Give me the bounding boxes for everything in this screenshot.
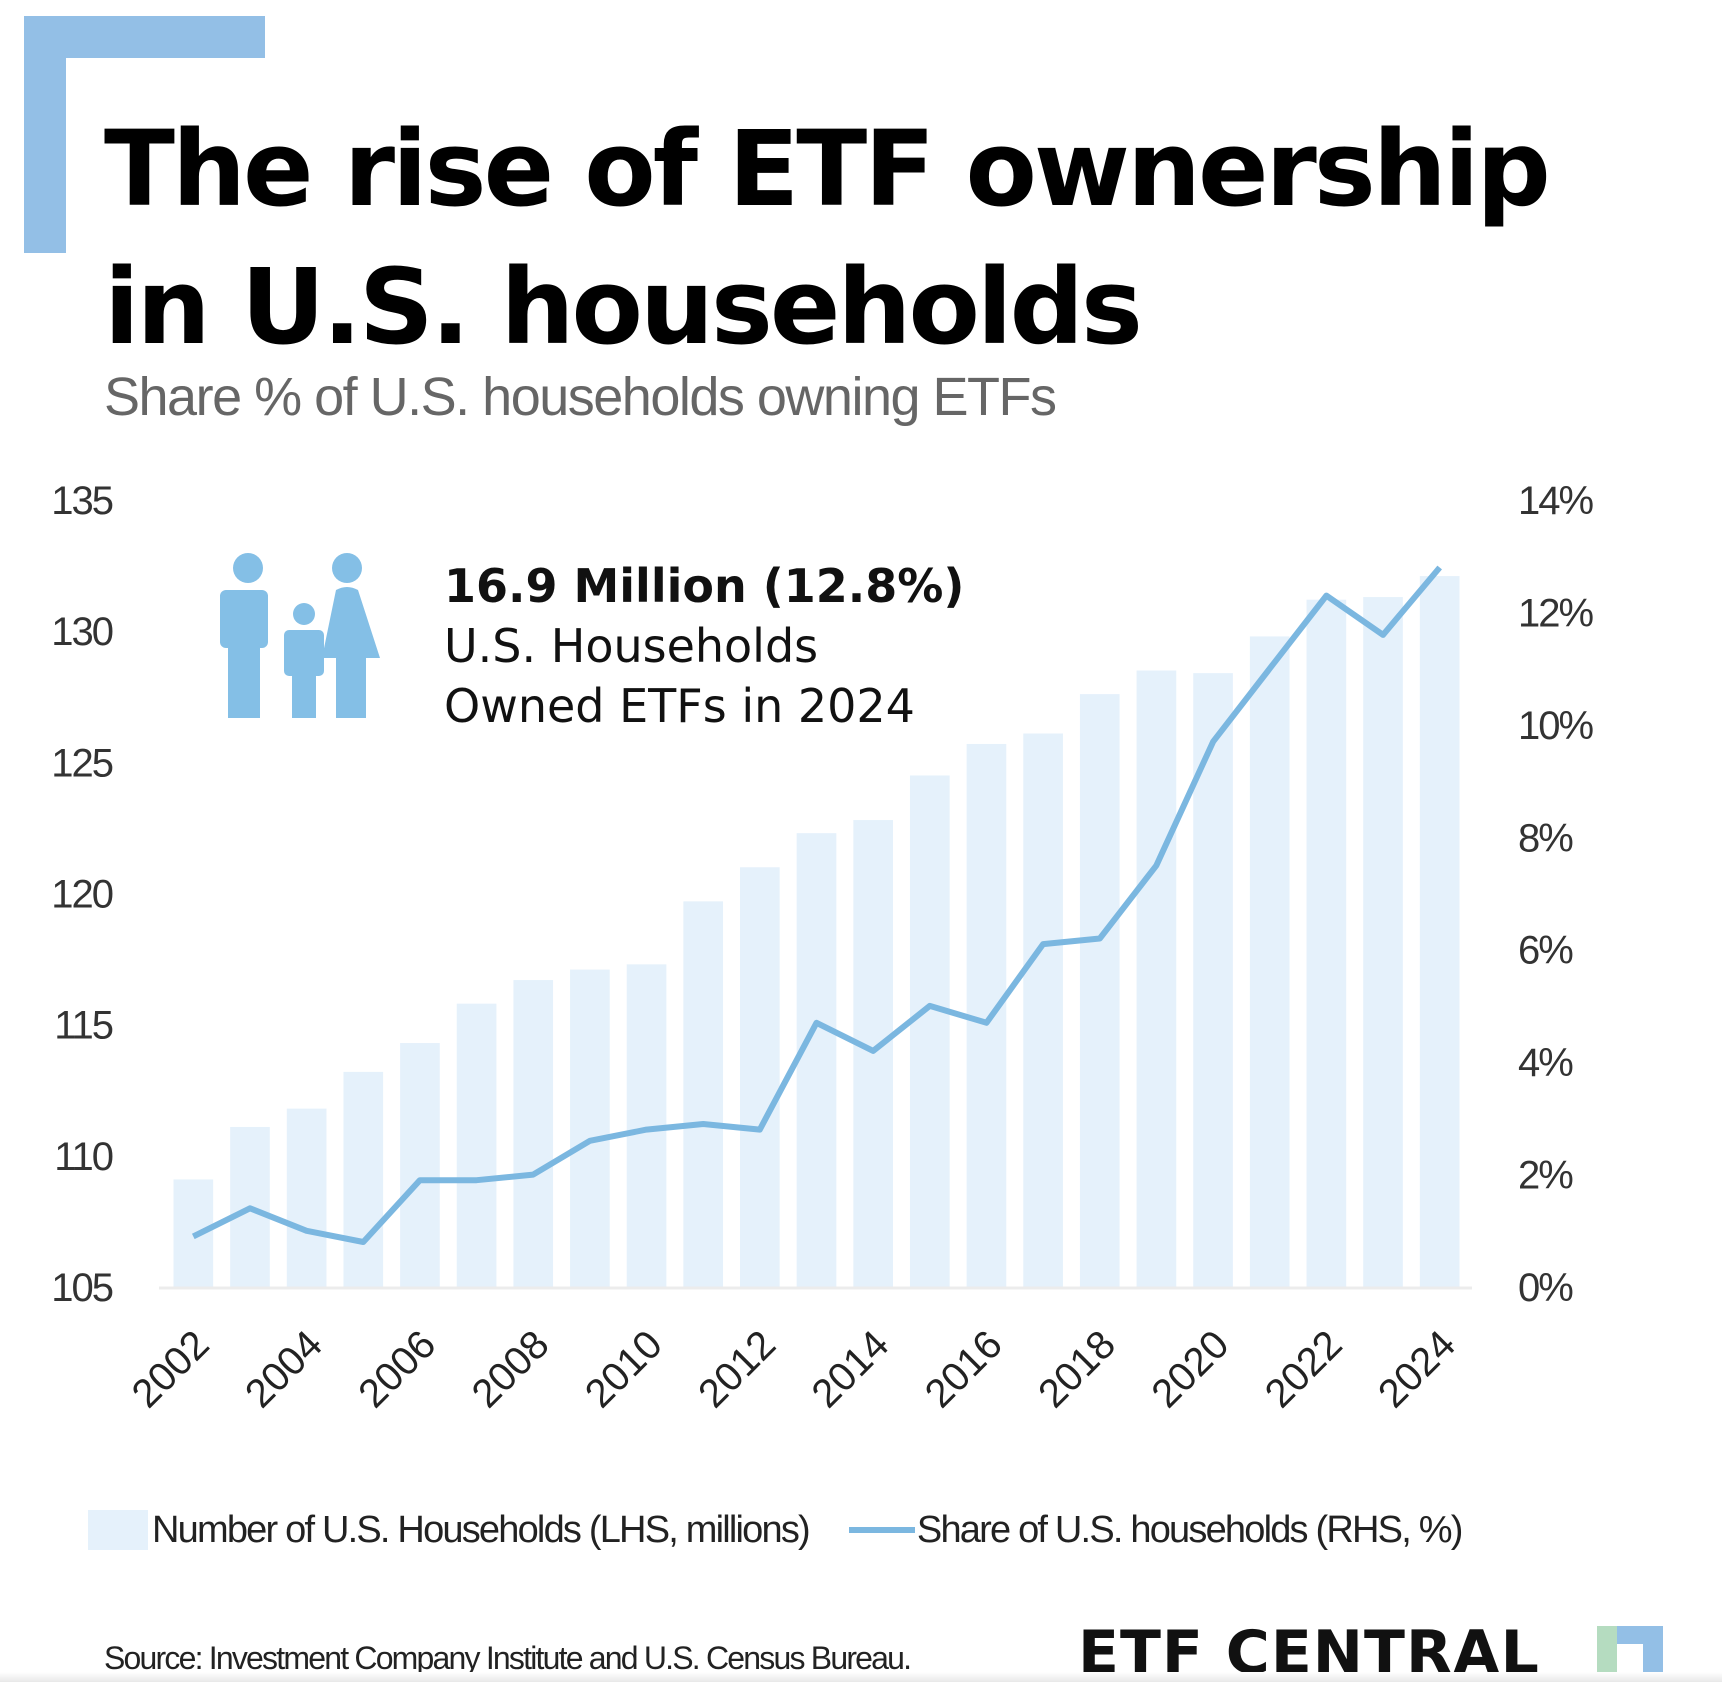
bar-2011 — [683, 901, 724, 1287]
family-icon — [218, 552, 388, 723]
left-tick-label: 120 — [51, 873, 112, 917]
bar-2022 — [1306, 599, 1347, 1287]
callout-line-1: U.S. Households — [444, 619, 819, 673]
x-tick-label: 2020 — [1143, 1322, 1237, 1416]
x-tick-label: 2022 — [1257, 1322, 1351, 1416]
right-tick-label: 2% — [1518, 1154, 1573, 1198]
bar-2005 — [343, 1071, 384, 1287]
bar-2021 — [1249, 636, 1290, 1287]
left-tick-label: 110 — [54, 1135, 113, 1179]
x-tick-label: 2016 — [917, 1322, 1011, 1416]
chart-subtitle: Share % of U.S. households owning ETFs — [104, 367, 1057, 427]
title-line-2: in U.S. households — [104, 246, 1143, 368]
chart-title: The rise of ETF ownership in U.S. househ… — [104, 100, 1551, 376]
x-tick-label: 2006 — [350, 1322, 444, 1416]
bar-2004 — [286, 1108, 327, 1287]
x-tick-label: 2018 — [1030, 1322, 1124, 1416]
right-tick-label: 0% — [1518, 1266, 1573, 1310]
legend-line-label: Share of U.S. households (RHS, %) — [916, 1508, 1463, 1551]
left-tick-label: 105 — [51, 1266, 112, 1310]
share-line-series — [191, 565, 1442, 1245]
bar-2009 — [570, 969, 610, 1287]
x-tick-label: 2008 — [464, 1322, 558, 1416]
x-tick-label: 2014 — [803, 1322, 897, 1416]
bar-2018 — [1079, 694, 1120, 1287]
left-axis: 105 110 115 120 125 130 135 — [51, 479, 114, 1310]
accent-corner-vertical — [24, 16, 66, 253]
callout-box: 16.9 Million (12.8%) U.S. Households Own… — [444, 556, 964, 736]
right-tick-label: 4% — [1518, 1041, 1573, 1085]
bar-2008 — [513, 980, 554, 1287]
bar-2024 — [1419, 576, 1460, 1287]
bar-2006 — [400, 1043, 440, 1287]
x-tick-label: 2010 — [577, 1322, 671, 1416]
bar-2016 — [966, 743, 1007, 1287]
bar-2013 — [796, 833, 837, 1287]
right-tick-label: 6% — [1518, 929, 1573, 973]
bar-2017 — [1023, 733, 1063, 1287]
callout-line-2: Owned ETFs in 2024 — [444, 679, 915, 733]
x-axis: 2002 2004 2006 2008 2010 2012 2014 2016 2018 2020… — [124, 1322, 1464, 1416]
bottom-edge — [0, 1672, 1722, 1682]
x-tick-label: 2004 — [237, 1322, 331, 1416]
bar-2019 — [1136, 670, 1177, 1287]
legend-bar-swatch — [88, 1510, 148, 1550]
left-tick-label: 115 — [54, 1004, 113, 1048]
x-tick-label: 2024 — [1370, 1322, 1464, 1416]
bar-2015 — [909, 775, 950, 1287]
left-tick-label: 135 — [51, 479, 112, 523]
right-tick-label: 14% — [1518, 479, 1593, 523]
legend-line-swatch — [848, 1527, 915, 1533]
left-tick-label: 130 — [51, 610, 112, 654]
bar-2012 — [740, 867, 780, 1287]
right-tick-label: 12% — [1518, 591, 1593, 635]
bar-2023 — [1363, 597, 1403, 1287]
right-tick-label: 10% — [1518, 704, 1593, 748]
chart-legend: Number of U.S. Households (LHS, millions… — [88, 1505, 1463, 1555]
source-note: Source: Investment Company Institute and… — [104, 1640, 912, 1676]
bar-series — [173, 576, 1460, 1287]
callout-headline: 16.9 Million (12.8%) — [444, 559, 965, 613]
brand-logo-icon — [1597, 1626, 1663, 1682]
right-axis: 0% 2% 4% 6% 8% 10% 12% 14% — [1518, 479, 1595, 1310]
chart-canvas: 105 110 115 120 125 130 135 0% 2% 4% 6% 8% 10% 12% 14… — [51, 479, 1595, 1416]
left-tick-label: 125 — [51, 741, 112, 785]
right-tick-label: 8% — [1518, 816, 1573, 860]
x-tick-label: 2012 — [690, 1322, 784, 1416]
title-line-1: The rise of ETF ownership — [104, 108, 1551, 230]
bar-2007 — [456, 1003, 497, 1287]
legend-bar-label: Number of U.S. Households (LHS, millions… — [152, 1508, 811, 1551]
x-tick-label: 2002 — [124, 1322, 218, 1416]
